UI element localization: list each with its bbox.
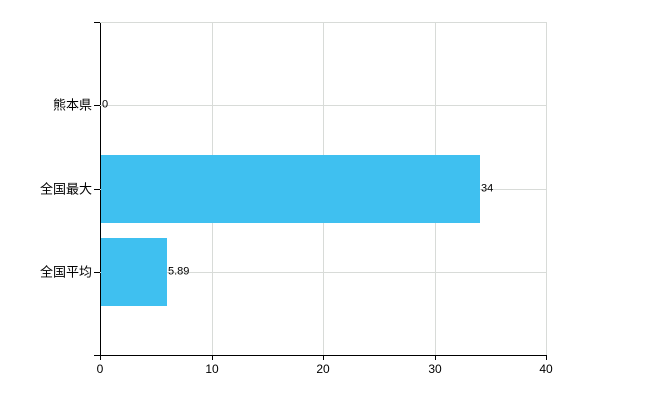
- bar-value-label-0: 0: [102, 98, 109, 111]
- x-tick-label-20: 20: [316, 362, 330, 376]
- y-axis-top-tick: [94, 22, 100, 23]
- y-axis-line: [100, 22, 101, 360]
- x-axis-tick-20: [323, 355, 324, 360]
- bar-2: [101, 238, 167, 306]
- bar-value-label-2: 5.89: [168, 265, 190, 278]
- x-tick-label-30: 30: [428, 362, 442, 376]
- x-tick-label-40: 40: [539, 362, 553, 376]
- category-label-1: 全国最大: [39, 181, 92, 197]
- gridline-row-0: [100, 105, 546, 106]
- x-axis-tick-10: [212, 355, 213, 360]
- y-axis-tick-1: [94, 189, 100, 190]
- x-axis-line: [94, 355, 547, 356]
- category-label-0: 熊本県: [52, 97, 92, 113]
- category-label-2: 全国平均: [39, 264, 92, 280]
- bar-1: [101, 155, 480, 223]
- gridline-x-40: [546, 22, 547, 355]
- x-tick-label-10: 10: [205, 362, 219, 376]
- y-axis-tick-0: [94, 105, 100, 106]
- x-axis-tick-40: [546, 355, 547, 360]
- x-tick-label-0: 0: [96, 362, 104, 376]
- y-axis-tick-2: [94, 272, 100, 273]
- gridline-row-2: [100, 272, 546, 273]
- x-axis-tick-30: [435, 355, 436, 360]
- bar-value-label-1: 34: [481, 182, 494, 195]
